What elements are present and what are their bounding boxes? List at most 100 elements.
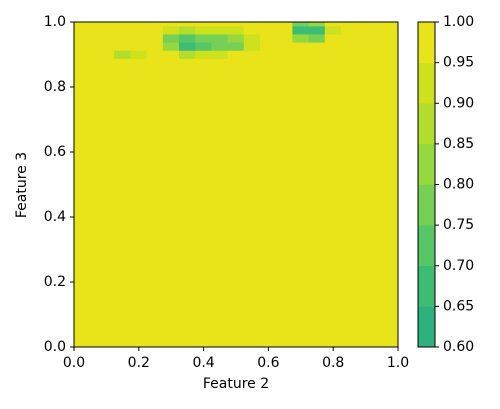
contour-cell: [259, 33, 277, 43]
x-tick-label: 0.6: [257, 355, 279, 371]
colorbar-band: [417, 184, 436, 226]
colorbar-band: [417, 265, 436, 307]
contour-cell: [243, 66, 261, 210]
contour-cell: [195, 208, 213, 348]
contour-cell: [308, 58, 326, 67]
contour-cell: [114, 42, 132, 51]
contour-cell: [292, 50, 310, 59]
contour-cell: [195, 50, 213, 59]
contour-cell: [162, 25, 180, 35]
contour-cell: [259, 42, 277, 51]
y-tick-label: 0.2: [44, 274, 66, 290]
contour-cell: [340, 21, 358, 27]
contour-cell: [227, 21, 245, 27]
contour-cell: [114, 66, 132, 210]
contour-cell: [324, 50, 342, 59]
contour-cell: [130, 33, 148, 43]
contour-cell: [81, 33, 99, 43]
contour-cell: [259, 208, 277, 348]
contour-cell: [81, 25, 99, 35]
contour-cell: [227, 42, 245, 51]
contour-cell: [340, 33, 358, 43]
contour-cell: [162, 21, 180, 27]
contour-cell: [195, 58, 213, 67]
contour-cell: [146, 25, 164, 35]
contour-cell: [179, 50, 196, 59]
x-tick-label: 0.2: [128, 355, 150, 371]
contour-cell: [357, 42, 375, 51]
contour-cell: [211, 50, 229, 59]
contour-cell: [130, 66, 148, 210]
contour-cell: [98, 25, 115, 35]
contour-cell: [146, 33, 164, 43]
x-axis-label: Feature 2: [203, 376, 269, 392]
contour-cell: [114, 25, 132, 35]
contour-cell: [243, 42, 261, 51]
colorbar-tick-label: 0.95: [443, 55, 474, 71]
colorbar-tick-label: 0.65: [443, 298, 474, 314]
contour-cell: [73, 50, 83, 59]
contour-cell: [292, 33, 310, 43]
contour-cell: [292, 58, 310, 67]
contour-cell: [308, 21, 326, 27]
contour-cell: [211, 21, 229, 27]
contour-cell: [73, 208, 83, 348]
colorbar-band: [417, 103, 436, 145]
contour-field: [73, 21, 399, 348]
contour-cell: [114, 58, 132, 67]
contour-cell: [81, 66, 99, 210]
contour-cell: [81, 42, 99, 51]
colorbar-band: [417, 306, 436, 348]
contour-cell: [276, 208, 294, 348]
contour-cell: [259, 25, 277, 35]
contour-cell: [243, 58, 261, 67]
contour-cell: [227, 58, 245, 67]
contour-cell: [195, 25, 213, 35]
contour-cell: [308, 66, 326, 210]
colorbar-tick-label: 0.75: [443, 217, 474, 233]
contour-cell: [73, 66, 83, 210]
contour-cell: [130, 58, 148, 67]
contour-cell: [162, 58, 180, 67]
contour-cell: [389, 21, 399, 27]
y-axis-label: Feature 3: [14, 152, 30, 218]
contour-cell: [243, 208, 261, 348]
contour-cell: [373, 58, 391, 67]
contour-cell: [146, 208, 164, 348]
contour-cell: [179, 42, 196, 51]
contour-cell: [146, 58, 164, 67]
contour-cell: [259, 58, 277, 67]
contour-cell: [98, 58, 115, 67]
contour-cell: [211, 66, 229, 210]
contour-cell: [130, 208, 148, 348]
contour-cell: [292, 208, 310, 348]
contour-cell: [243, 21, 261, 27]
contour-cell: [73, 33, 83, 43]
contour-cell: [389, 50, 399, 59]
contour-cell: [179, 58, 196, 67]
contour-cell: [276, 50, 294, 59]
contour-cell: [373, 25, 391, 35]
contour-cell: [308, 33, 326, 43]
contour-cell: [357, 25, 375, 35]
contour-cell: [162, 50, 180, 59]
contour-cell: [389, 58, 399, 67]
contour-cell: [162, 33, 180, 43]
y-tick-label: 0.4: [44, 209, 66, 225]
contour-cell: [308, 50, 326, 59]
contour-cell: [357, 66, 375, 210]
contour-cell: [357, 33, 375, 43]
contour-cell: [130, 42, 148, 51]
contour-cell: [98, 21, 115, 27]
contour-cell: [373, 21, 391, 27]
contour-cell: [243, 25, 261, 35]
contour-cell: [227, 66, 245, 210]
plot-frame: [73, 21, 399, 348]
contour-cell: [373, 33, 391, 43]
colorbar-band: [417, 224, 436, 266]
contour-cell: [211, 208, 229, 348]
contour-cell: [73, 58, 83, 67]
contour-cell: [292, 66, 310, 210]
x-tick-label: 0.8: [322, 355, 344, 371]
contour-cell: [292, 25, 310, 35]
